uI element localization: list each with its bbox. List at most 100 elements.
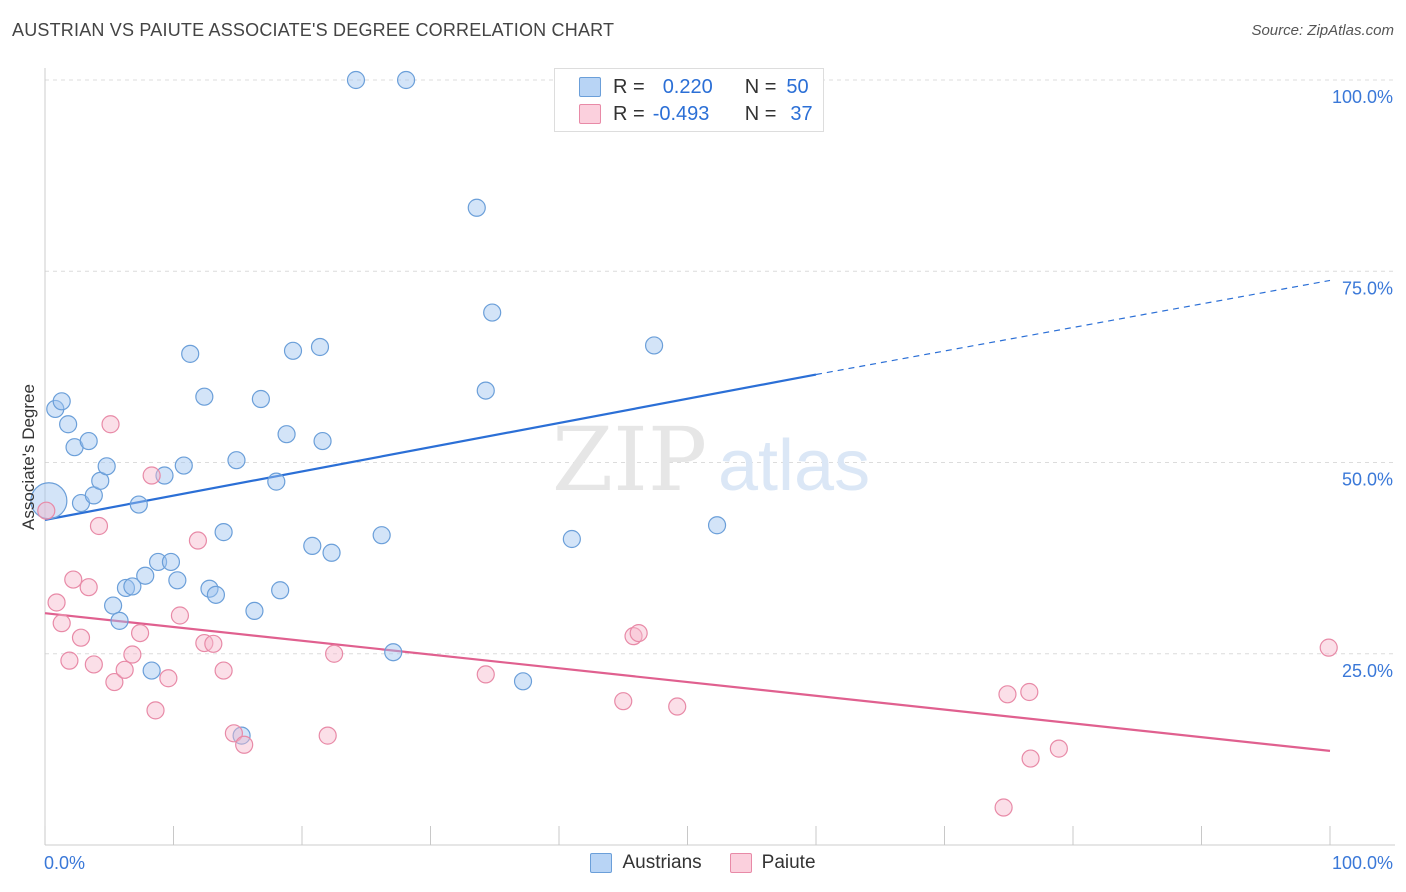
austrians-point [174, 456, 193, 475]
x-tick-label: 100.0% [1332, 853, 1393, 873]
correlation-legend: R = 0.220 N = 50 R = -0.493 N = 37 [554, 68, 824, 132]
austrians-point [227, 451, 246, 470]
austrians-point [476, 381, 495, 400]
austrians-point [123, 577, 142, 596]
austrians-point [104, 596, 123, 615]
paiute-point [123, 645, 142, 664]
austrians-point [384, 643, 403, 662]
austrians-point [396, 70, 416, 90]
y-tick-label: 100.0% [1332, 87, 1393, 107]
paiute-point [624, 627, 643, 646]
austrians-point [168, 571, 187, 590]
paiute-point [668, 697, 687, 716]
paiute-point [79, 578, 98, 597]
n-label: N = [744, 102, 777, 125]
austrians-point [155, 466, 174, 485]
austrians-point [372, 526, 391, 545]
paiute-point [224, 724, 243, 743]
r-label: R = [613, 75, 645, 98]
paiute-point [214, 661, 233, 680]
legend-row-austrians: R = 0.220 N = 50 [555, 74, 809, 100]
axes [44, 68, 1395, 846]
austrians-point [483, 303, 502, 322]
austrians-point [129, 495, 148, 514]
austrians-point [513, 672, 533, 691]
y-tick-label: 50.0% [1342, 470, 1393, 490]
paiute-point [614, 692, 633, 711]
y-tick-label: 25.0% [1342, 661, 1393, 681]
austrians-point [161, 552, 181, 572]
paiute-point [188, 531, 208, 550]
austrians-point [313, 431, 332, 451]
paiute-trend-line [44, 612, 1331, 752]
austrians-point [79, 431, 98, 451]
austrians-point [346, 70, 366, 90]
paiute-point [47, 593, 66, 612]
axis-labels: 25.0% 50.0% 75.0% 100.0% 0.0% 100.0% Associate… [19, 87, 1393, 873]
austrians-point [467, 198, 486, 217]
paiute-point [89, 516, 109, 536]
austrians-point [267, 472, 286, 491]
paiute-point [1021, 749, 1040, 768]
paiute-point [1020, 682, 1039, 702]
paiute-point [318, 726, 337, 745]
austrians-point [322, 543, 341, 562]
legend-row-paiute: R = -0.493 N = 37 [555, 101, 813, 127]
austrians-swatch [579, 77, 601, 97]
x-tick-label: 0.0% [44, 853, 85, 873]
paiute-point [170, 606, 190, 625]
paiute-point [325, 644, 344, 663]
r-value-paiute: -0.493 [652, 102, 710, 125]
austrians-swatch [590, 853, 613, 873]
paiute-point [235, 735, 254, 754]
paiute-point [994, 798, 1013, 817]
austrians-point [277, 425, 296, 444]
paiute-point [105, 672, 124, 692]
chart-title: AUSTRIAN VS PAIUTE ASSOCIATE'S DEGREE CO… [12, 20, 615, 40]
austrians-point [707, 516, 727, 535]
legend-item-paiute[interactable]: Paiute [729, 852, 816, 874]
paiute-point [159, 669, 178, 688]
paiute-swatch [579, 104, 601, 124]
austrians-trend-extension [815, 279, 1331, 376]
paiute-point [1319, 638, 1338, 657]
source-label: Source: ZipAtlas.com [1251, 22, 1394, 39]
austrians-point [283, 341, 303, 360]
paiute-point [52, 614, 71, 633]
paiute-point [115, 660, 134, 679]
paiute-point [37, 501, 56, 520]
austrians-point [97, 457, 116, 476]
n-value-austrians: 50 [786, 75, 809, 98]
legend-item-austrians[interactable]: Austrians [590, 852, 702, 874]
austrians-trend-line [44, 373, 817, 521]
austrians-point [562, 529, 581, 549]
paiute-point [146, 701, 165, 720]
paiute-point [101, 415, 120, 434]
r-label: R = [613, 102, 645, 125]
r-value-austrians: 0.220 [662, 75, 713, 98]
paiute-swatch [729, 853, 752, 873]
austrians-point [142, 661, 161, 680]
austrians-point [214, 523, 233, 542]
paiute-point [130, 623, 150, 643]
austrians-point [271, 581, 290, 600]
austrians-point [310, 337, 330, 357]
paiute-point [142, 466, 161, 485]
paiute-point [71, 628, 91, 647]
austrians-point [644, 336, 664, 355]
austrians-point [116, 578, 136, 598]
y-axis-title: Associate's Degree [19, 384, 38, 530]
paiute-point [629, 623, 648, 643]
paiute-point [84, 655, 103, 674]
austrians-point [195, 387, 214, 406]
austrians-point [181, 344, 200, 363]
series-legend: Austrians Paiute [0, 852, 1406, 874]
austrians-point [303, 536, 322, 555]
paiute-point [204, 634, 223, 653]
paiute-point [998, 685, 1017, 704]
n-value-paiute: 37 [790, 102, 813, 125]
watermark-atlas: atlas [718, 426, 870, 506]
gridlines [45, 79, 1395, 655]
trend-lines [44, 279, 1331, 752]
